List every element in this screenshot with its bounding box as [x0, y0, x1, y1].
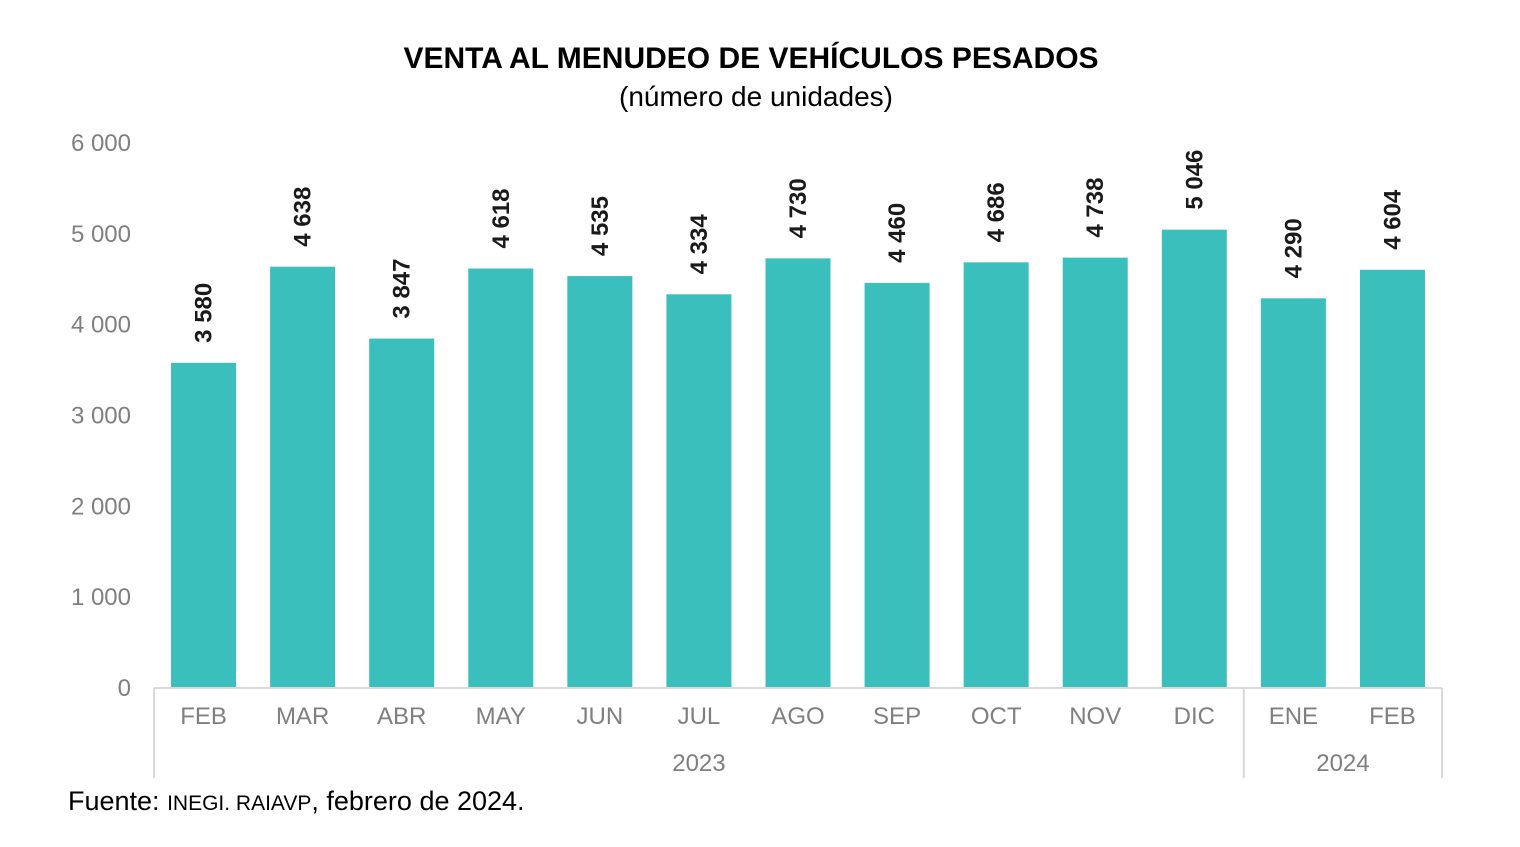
bar-oct-8	[963, 262, 1029, 688]
x-tick-label: JUN	[577, 703, 624, 730]
x-tick-label: ABR	[377, 703, 426, 730]
data-label: 4 460	[884, 203, 911, 263]
chart-subtitle: (número de unidades)	[619, 81, 893, 112]
data-label: 4 738	[1082, 178, 1109, 238]
data-label: 4 290	[1280, 218, 1307, 278]
data-label: 4 334	[686, 214, 713, 275]
bar-ago-6	[765, 258, 831, 688]
x-tick-label: FEB	[1369, 703, 1416, 730]
data-label: 3 580	[191, 283, 218, 343]
y-tick-label: 6 000	[71, 130, 131, 157]
x-group-label: 2024	[1316, 750, 1369, 777]
data-label: 4 686	[983, 182, 1010, 242]
y-tick-label: 5 000	[71, 221, 131, 248]
y-tick-label: 3 000	[71, 403, 131, 430]
bar-may-3	[468, 268, 534, 688]
data-label: 5 046	[1181, 150, 1208, 210]
bars	[171, 229, 1425, 688]
bar-feb-0	[171, 362, 237, 688]
x-tick-label: MAY	[476, 703, 526, 730]
bar-sep-7	[864, 282, 930, 688]
x-tick-label: DIC	[1174, 703, 1215, 730]
source-suffix: , febrero de 2024.	[311, 786, 525, 816]
x-tick-label: FEB	[180, 703, 227, 730]
x-tick-label: NOV	[1069, 703, 1121, 730]
x-tick-label: JUL	[678, 703, 721, 730]
x-tick-label: MAR	[276, 703, 329, 730]
data-label: 4 638	[290, 187, 317, 247]
x-group-label: 2023	[672, 750, 725, 777]
source-prefix: Fuente:	[68, 786, 168, 816]
bar-jun-4	[567, 276, 633, 688]
bar-jul-5	[666, 294, 732, 688]
bar-feb-12	[1359, 269, 1425, 688]
x-tick-label: SEP	[873, 703, 921, 730]
bar-dic-10	[1161, 229, 1227, 688]
chart-title: VENTA AL MENUDEO DE VEHÍCULOS PESADOS	[403, 41, 1098, 75]
x-tick-label: OCT	[971, 703, 1022, 730]
data-label: 4 535	[587, 196, 614, 256]
data-label: 3 847	[389, 259, 416, 319]
y-tick-label: 2 000	[71, 493, 131, 520]
x-tick-label: ENE	[1269, 703, 1318, 730]
x-tick-label: AGO	[771, 703, 824, 730]
bar-mar-1	[270, 266, 336, 688]
bar-abr-2	[369, 338, 435, 688]
bar-nov-9	[1062, 257, 1128, 688]
source-note: Fuente: INEGI. RAIAVP, febrero de 2024.	[68, 786, 525, 817]
data-label: 4 618	[488, 188, 515, 248]
y-axis: 0 1 000 2 000 3 000 4 000 5 000 6 000	[71, 130, 131, 702]
y-tick-label: 4 000	[71, 312, 131, 339]
x-axis: FEB MAR ABR MAY JUN JUL AGO SEP OCT NOV DIC ENE FEB2…	[153, 687, 1443, 778]
data-label: 4 604	[1379, 189, 1406, 250]
y-tick-label: 0	[118, 675, 131, 702]
data-labels: 3 580 4 638 3 847 4 618 4 535 4 334 4 730 4 460…	[191, 150, 1407, 343]
source-org: INEGI. RAIAVP	[167, 792, 312, 815]
bar-ene-11	[1260, 298, 1326, 688]
data-label: 4 730	[785, 178, 812, 238]
y-tick-label: 1 000	[71, 584, 131, 611]
